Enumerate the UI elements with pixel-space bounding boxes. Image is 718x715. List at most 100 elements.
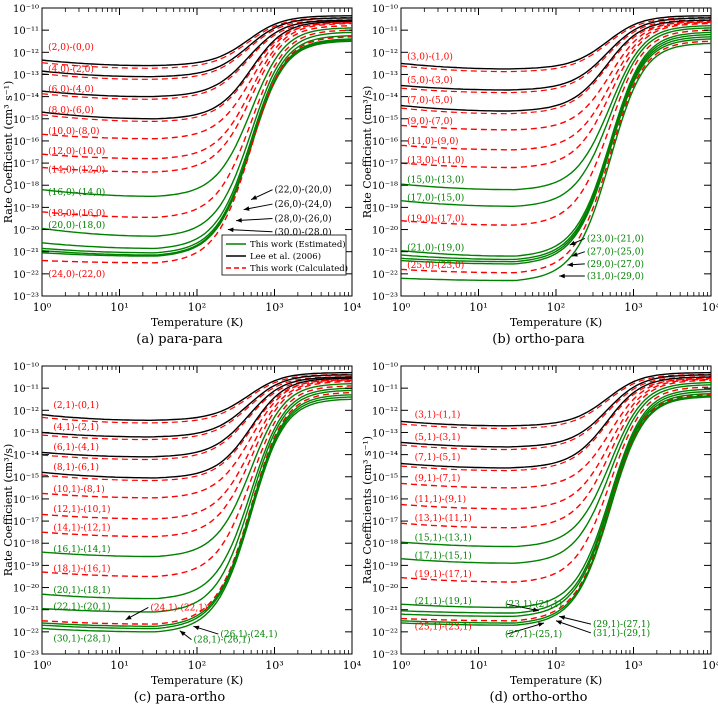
y-tick-label: 10⁻¹⁸ bbox=[372, 539, 398, 550]
series-line bbox=[400, 33, 712, 261]
curve-label: (15,0)-(13,0) bbox=[407, 175, 464, 186]
curve-label: (10,0)-(8,0) bbox=[48, 126, 99, 137]
curve-label: (16,1)-(14,1) bbox=[53, 544, 110, 555]
y-tick-label: 10⁻¹⁷ bbox=[372, 517, 398, 528]
curve-label: (11,0)-(9,0) bbox=[407, 136, 458, 147]
series-line bbox=[41, 371, 353, 421]
y-axis-label: Rate Coefficient (cm³ s⁻¹) bbox=[2, 81, 15, 224]
x-tick-label: 10¹ bbox=[469, 659, 487, 672]
curve-label: (9,1)-(7,1) bbox=[415, 473, 461, 484]
arrow-head bbox=[538, 622, 544, 627]
x-tick-label: 10² bbox=[547, 659, 565, 672]
curve-label: (24,0)-(22,0) bbox=[48, 269, 105, 280]
y-tick-label: 10⁻²² bbox=[13, 628, 39, 639]
arrow-label: (28,1)-(26,1) bbox=[193, 635, 250, 646]
series-line bbox=[41, 394, 353, 627]
arrow-label: (26,1)-(24,1) bbox=[220, 629, 277, 640]
series-line bbox=[400, 38, 712, 265]
plot-frame bbox=[41, 365, 353, 655]
series-line bbox=[400, 379, 712, 529]
curve-label: (16,0)-(14,0) bbox=[48, 187, 105, 198]
curve-label: (30,1)-(28,1) bbox=[53, 633, 110, 644]
series-line-calculated bbox=[41, 373, 352, 424]
y-tick-label: 10⁻¹¹ bbox=[13, 384, 39, 395]
y-tick-label: 10⁻¹⁵ bbox=[13, 473, 39, 484]
curve-label: (17,0)-(15,0) bbox=[407, 192, 464, 203]
x-tick-label: 10³ bbox=[265, 301, 283, 314]
curve-label: (21,1)-(19,1) bbox=[415, 596, 472, 607]
arrow-label: (30,0)-(28,0) bbox=[275, 227, 332, 238]
arrow-label: (27,1)-(25,1) bbox=[505, 629, 562, 640]
arrow-label: (28,0)-(26,0) bbox=[275, 213, 332, 224]
series-line-calculated bbox=[41, 19, 353, 80]
curve-label: (19,0)-(17,0) bbox=[407, 213, 464, 224]
x-tick-label: 10³ bbox=[624, 659, 642, 672]
series-line bbox=[41, 17, 352, 78]
series-line bbox=[400, 371, 712, 427]
arrow-head bbox=[569, 240, 576, 246]
panel-1: 10⁰ 10¹ 10² 10³ 10⁴ 10⁻²³ 10⁻²² 10⁻²¹ 10⁻²⁰ 10⁻¹⁹… bbox=[2, 4, 362, 329]
curve-label: (9,0)-(7,0) bbox=[407, 116, 453, 127]
y-tick-label: 10⁻²³ bbox=[372, 650, 398, 661]
y-tick-label: 10⁻²³ bbox=[13, 650, 39, 661]
y-tick-label: 10⁻¹⁵ bbox=[372, 115, 398, 126]
y-tick-label: 10⁻¹⁷ bbox=[372, 159, 398, 170]
y-tick-label: 10⁻¹⁶ bbox=[372, 495, 398, 506]
series-line-calculated bbox=[41, 376, 353, 441]
series-line bbox=[400, 20, 712, 131]
x-tick-label: 10¹ bbox=[110, 659, 128, 672]
curve-label: (5,1)-(3,1) bbox=[415, 432, 461, 443]
series-line-calculated bbox=[400, 19, 712, 94]
x-tick-label: 10⁰ bbox=[33, 301, 52, 314]
y-tick-label: 10⁻²⁰ bbox=[372, 226, 398, 237]
x-axis-label: Temperature (K) bbox=[151, 674, 243, 687]
arrow-head bbox=[251, 195, 258, 200]
y-tick-label: 10⁻¹³ bbox=[372, 428, 398, 439]
series-line bbox=[41, 39, 353, 256]
arrow-head bbox=[571, 252, 578, 257]
y-tick-label: 10⁻¹⁸ bbox=[13, 181, 39, 192]
axis-ticks: 10⁰ 10¹ 10² 10³ 10⁴ 10⁻²³ 10⁻²² 10⁻²¹ 10⁻²⁰ 10⁻¹⁹… bbox=[13, 4, 362, 314]
y-tick-label: 10⁻¹³ bbox=[372, 70, 398, 81]
series-line bbox=[400, 25, 712, 191]
arrow-line bbox=[555, 620, 592, 634]
arrow-label: (24,1)-(22,1) bbox=[150, 602, 207, 613]
curve-label: (20,1)-(18,1) bbox=[53, 585, 110, 596]
y-tick-label: 10⁻¹⁴ bbox=[13, 451, 39, 462]
y-tick-label: 10⁻²³ bbox=[372, 292, 398, 303]
curve-label: (7,1)-(5,1) bbox=[415, 452, 461, 463]
y-tick-label: 10⁻¹⁰ bbox=[13, 4, 39, 15]
y-tick-label: 10⁻¹⁷ bbox=[13, 159, 39, 170]
series-line bbox=[41, 15, 352, 67]
series-line bbox=[41, 376, 352, 458]
series-line bbox=[41, 398, 353, 633]
y-tick-label: 10⁻²³ bbox=[13, 292, 39, 303]
y-tick-label: 10⁻¹⁵ bbox=[372, 473, 398, 484]
series-line bbox=[400, 15, 711, 70]
legend: This work (Estimated)Lee et al. (2006)Th… bbox=[221, 234, 348, 276]
y-axis-label: Rate Coefficient (cm³/s) bbox=[2, 444, 15, 577]
y-tick-label: 10⁻¹⁵ bbox=[13, 115, 39, 126]
plot-frame bbox=[400, 7, 712, 297]
curve-label: (17,1)-(15,1) bbox=[415, 550, 472, 561]
y-tick-label: 10⁻¹⁹ bbox=[13, 203, 39, 214]
arrow-head bbox=[556, 620, 562, 625]
series-line bbox=[41, 385, 353, 578]
legend-entry: Lee et al. (2006) bbox=[250, 251, 321, 262]
y-tick-label: 10⁻¹⁴ bbox=[372, 93, 398, 104]
series-line bbox=[41, 38, 353, 254]
curve-label: (19,1)-(17,1) bbox=[415, 569, 472, 580]
series-line bbox=[41, 383, 353, 558]
series-line bbox=[41, 391, 353, 625]
series-line bbox=[41, 22, 353, 160]
curve-label: (13,0)-(11,0) bbox=[407, 155, 464, 166]
y-tick-label: 10⁻¹² bbox=[372, 406, 398, 417]
caption-b: (b) ortho-para bbox=[492, 332, 585, 347]
panel-2: 10⁰ 10¹ 10² 10³ 10⁴ 10⁻²³ 10⁻²² 10⁻²¹ 10⁻²⁰ 10⁻¹⁹… bbox=[361, 4, 718, 329]
x-axis-label: Temperature (K) bbox=[151, 316, 243, 329]
axis-ticks: 10⁰ 10¹ 10² 10³ 10⁴ 10⁻²³ 10⁻²² 10⁻²¹ 10⁻²⁰ 10⁻¹⁹… bbox=[372, 362, 718, 672]
curve-label: (12,1)-(10,1) bbox=[53, 504, 110, 515]
arrow-label: (29,0)-(27,0) bbox=[587, 259, 644, 270]
x-tick-label: 10² bbox=[547, 301, 565, 314]
y-tick-label: 10⁻¹² bbox=[372, 48, 398, 59]
